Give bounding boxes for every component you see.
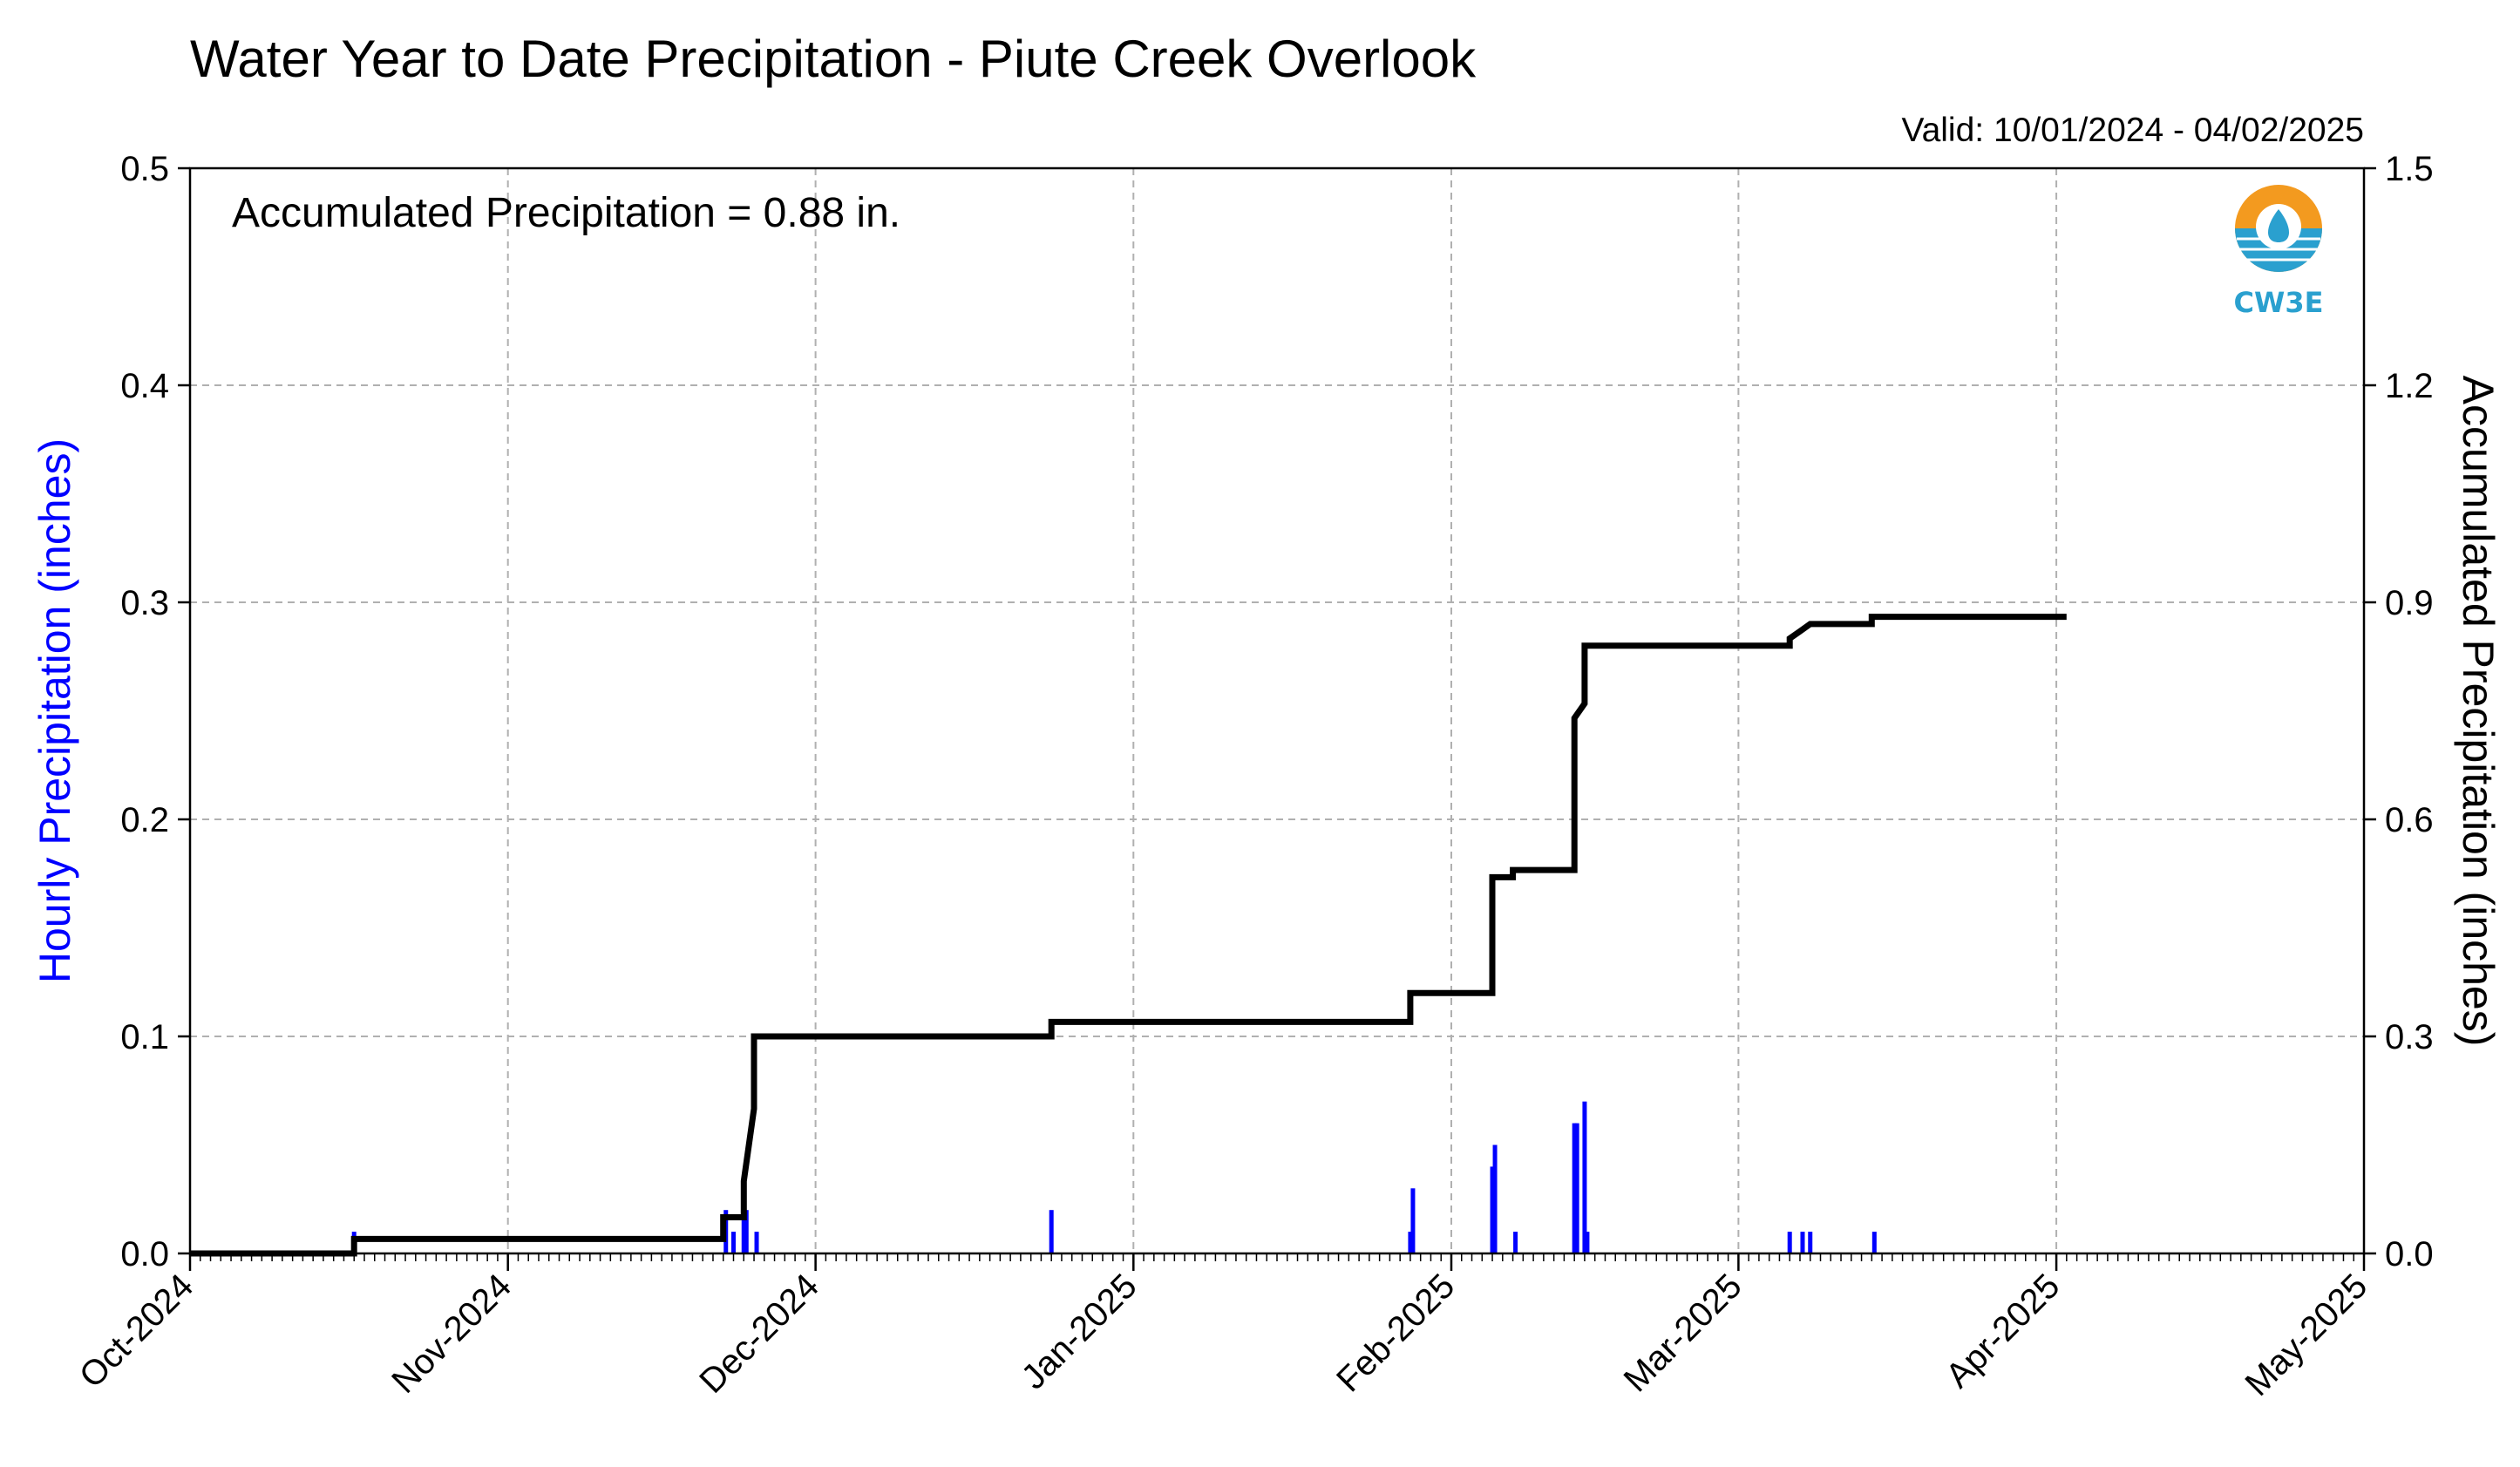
left-tick-label: 0.1 xyxy=(120,1018,169,1056)
hourly-precip-bar xyxy=(744,1210,749,1253)
left-tick-label: 0.5 xyxy=(120,150,169,188)
hourly-precip-bar xyxy=(754,1232,759,1253)
hourly-precip-bar xyxy=(1490,1166,1495,1253)
hourly-precip-bar xyxy=(1410,1188,1416,1253)
hourly-precip-bar xyxy=(1582,1101,1587,1253)
y-right-axis-label: Accumulated Precipitation (inches) xyxy=(2454,376,2503,1047)
accumulated-precip-line xyxy=(190,614,2067,1257)
hourly-precip-bar xyxy=(1871,1232,1877,1253)
left-tick-label: 0.3 xyxy=(120,584,169,622)
hourly-precip-bar xyxy=(1808,1232,1813,1253)
hourly-precip-bar xyxy=(731,1232,736,1253)
left-tick-label: 0.4 xyxy=(120,367,169,405)
right-tick-label: 0.0 xyxy=(2385,1235,2434,1273)
grid-lines xyxy=(190,168,2364,1253)
right-tick-label: 0.9 xyxy=(2385,584,2434,622)
hourly-precip-bar xyxy=(1513,1232,1518,1253)
hourly-precip-bar xyxy=(1585,1232,1590,1253)
hourly-precip-bar xyxy=(1049,1210,1054,1253)
water-drop-icon xyxy=(2268,209,2289,242)
hourly-precip-bar xyxy=(1408,1232,1413,1253)
right-tick-label: 0.3 xyxy=(2385,1018,2434,1056)
left-tick-label: 0.0 xyxy=(120,1235,169,1273)
hourly-precip-bar xyxy=(1574,1123,1579,1253)
cw3e-logo: CW3E xyxy=(2234,185,2324,319)
right-tick-label: 1.2 xyxy=(2385,367,2434,405)
chart-title: Water Year to Date Precipitation - Piute… xyxy=(190,30,1477,88)
logo-text: CW3E xyxy=(2234,286,2324,319)
left-tick-label: 0.2 xyxy=(120,801,169,839)
right-tick-label: 1.5 xyxy=(2385,150,2434,188)
hourly-precip-bar xyxy=(1787,1232,1792,1253)
right-tick-label: 0.6 xyxy=(2385,801,2434,839)
valid-date-range: Valid: 10/01/2024 - 04/02/2025 xyxy=(1901,112,2364,149)
accumulated-line-group xyxy=(190,614,2067,1257)
hourly-precip-bar xyxy=(741,1188,746,1253)
hourly-precip-bar xyxy=(1492,1144,1498,1253)
hourly-precip-bar xyxy=(1572,1123,1577,1253)
y-left-axis-label: Hourly Precipitation (inches) xyxy=(31,438,79,983)
hourly-precip-bar xyxy=(1800,1232,1805,1253)
accumulated-annotation: Accumulated Precipitation = 0.88 in. xyxy=(232,190,900,236)
